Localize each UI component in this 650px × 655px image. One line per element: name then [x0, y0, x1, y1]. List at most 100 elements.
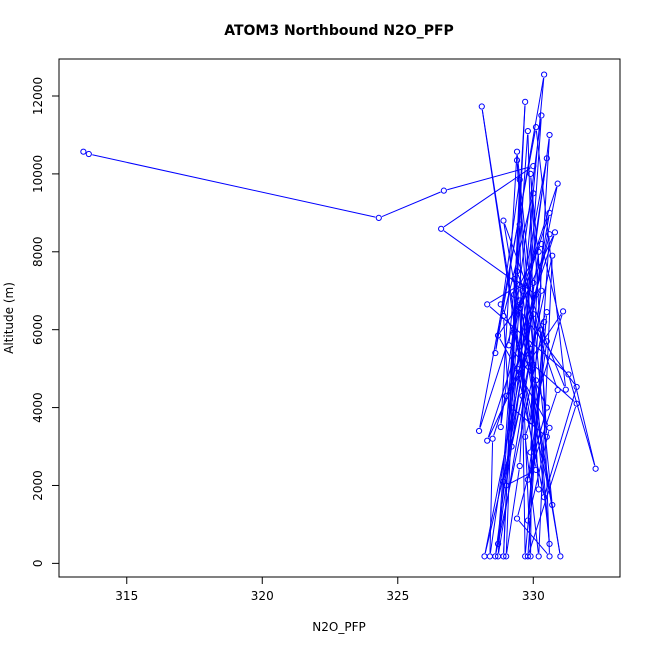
- series-segment: [479, 130, 536, 428]
- series-segment: [511, 303, 520, 405]
- series-segment: [497, 134, 529, 541]
- data-point: [486, 553, 494, 560]
- series-segment: [443, 230, 518, 284]
- data-point: [516, 281, 523, 288]
- data-point: [478, 103, 485, 110]
- data-point: [532, 377, 540, 384]
- data-point: [492, 349, 499, 357]
- data-point: [85, 150, 92, 158]
- data-point: [565, 371, 572, 378]
- data-point: [532, 291, 540, 298]
- data-point: [513, 268, 521, 275]
- series-segment: [535, 366, 575, 402]
- data-point: [500, 217, 507, 224]
- data-point: [513, 303, 521, 310]
- data-point: [527, 418, 534, 425]
- y-tick-label: 10000: [31, 155, 45, 193]
- data-point: [489, 435, 496, 442]
- y-tick-label: 6000: [31, 314, 45, 345]
- series-segment: [518, 520, 548, 555]
- y-tick-label: 8000: [31, 237, 45, 268]
- series-segment: [528, 406, 577, 554]
- series-segment: [503, 319, 512, 444]
- series-segment: [503, 223, 561, 553]
- data-point: [543, 433, 550, 440]
- series-segment: [544, 390, 577, 494]
- x-axis-title: N2O_PFP: [312, 620, 365, 634]
- series-segment: [538, 259, 553, 553]
- data-point: [532, 466, 540, 473]
- data-point: [492, 553, 499, 560]
- data-point: [519, 287, 526, 294]
- data-point: [562, 386, 569, 393]
- data-point: [543, 338, 550, 345]
- data-point: [549, 501, 556, 509]
- data-point: [546, 424, 553, 431]
- series-segment: [516, 163, 550, 541]
- data-point: [80, 148, 87, 155]
- series-segment: [443, 167, 531, 228]
- data-point: [481, 553, 488, 560]
- series-lines: [92, 77, 596, 555]
- plot-frame: [58, 58, 621, 578]
- data-point: [516, 462, 523, 470]
- data-point: [508, 443, 515, 450]
- data-point: [543, 155, 550, 162]
- data-point: [484, 301, 491, 308]
- data-point: [530, 190, 537, 197]
- series-segment: [527, 237, 550, 553]
- data-point: [559, 308, 567, 315]
- series-segment: [92, 154, 376, 218]
- data-point: [511, 275, 518, 283]
- series-points: [80, 71, 599, 560]
- data-point: [511, 291, 518, 298]
- data-point: [522, 433, 529, 440]
- data-point: [505, 342, 512, 349]
- series-segment: [503, 196, 533, 313]
- data-point: [530, 163, 537, 170]
- data-point: [513, 515, 521, 522]
- series-segment: [541, 333, 550, 553]
- series-segment: [568, 377, 596, 466]
- series-segment: [479, 216, 549, 428]
- data-point: [494, 540, 502, 547]
- data-point: [535, 248, 542, 255]
- series-segment: [517, 371, 544, 494]
- series-segment: [501, 307, 546, 405]
- y-axis-title: Altitude (m): [2, 282, 16, 354]
- data-point: [530, 279, 537, 287]
- series-segment: [542, 332, 565, 387]
- series-segment: [381, 191, 441, 218]
- data-point: [484, 437, 491, 444]
- data-point: [573, 400, 580, 407]
- data-point: [554, 386, 561, 394]
- data-point: [524, 517, 531, 524]
- data-point: [530, 311, 537, 318]
- data-point: [513, 148, 521, 155]
- data-point: [524, 127, 531, 135]
- data-point: [532, 124, 540, 131]
- data-point: [497, 423, 504, 431]
- x-tick-label: 325: [386, 589, 409, 603]
- data-point: [527, 346, 534, 353]
- data-point: [516, 176, 523, 183]
- data-point: [543, 404, 550, 411]
- data-point: [500, 312, 507, 320]
- data-point: [508, 404, 515, 411]
- data-point: [527, 449, 534, 456]
- data-point: [546, 540, 553, 547]
- data-point: [527, 170, 534, 177]
- series-segment: [514, 282, 534, 362]
- data-point: [513, 365, 521, 372]
- data-point: [538, 326, 545, 333]
- data-point: [546, 231, 553, 238]
- series-segment: [505, 274, 518, 553]
- data-point: [530, 361, 537, 368]
- data-point: [592, 465, 599, 472]
- data-point: [538, 287, 545, 294]
- data-point: [541, 494, 548, 501]
- series-segment: [504, 223, 547, 339]
- y-tick-label: 4000: [31, 392, 45, 423]
- data-point: [524, 553, 531, 560]
